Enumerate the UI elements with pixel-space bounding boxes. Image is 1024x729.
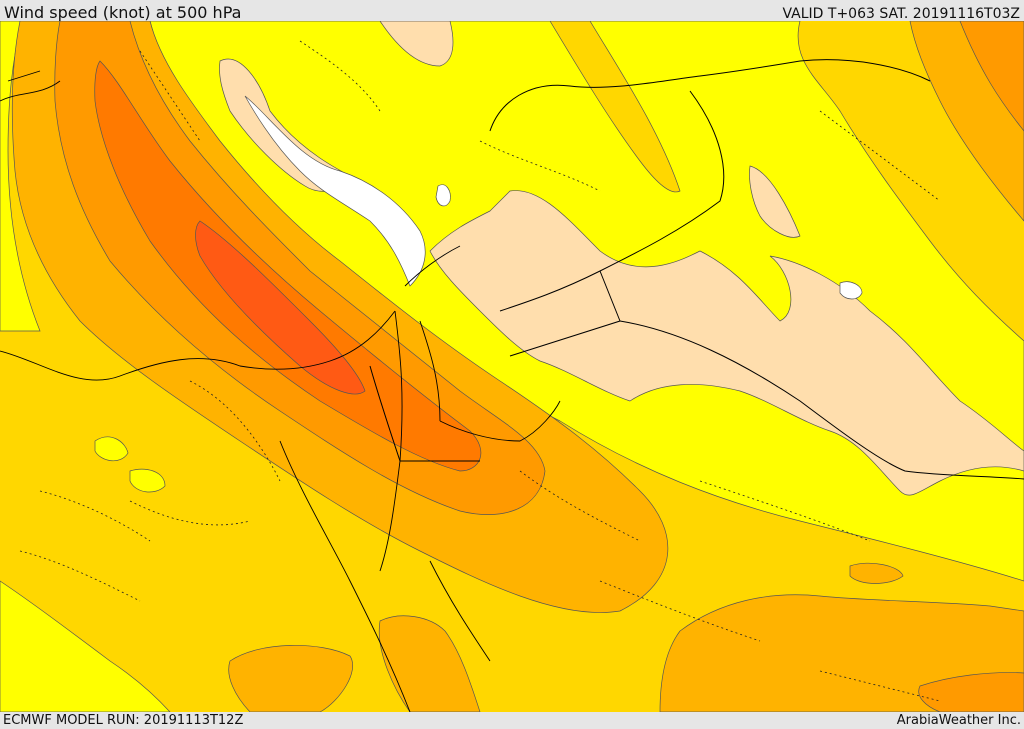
peach-region-iraq	[749, 165, 801, 238]
map-canvas	[0, 21, 1024, 712]
amber-region-south-central	[378, 615, 481, 712]
yellow-blob-southwest	[129, 468, 166, 493]
dark-orange-jet-band	[94, 60, 482, 472]
model-run: ECMWF MODEL RUN: 20191113T12Z	[3, 713, 244, 728]
footer-bar: ECMWF MODEL RUN: 20191113T12Z ArabiaWeat…	[0, 712, 1024, 729]
yellow-region-southwest	[0, 580, 171, 712]
peach-region-east	[429, 190, 1024, 496]
valid-time: VALID T+063 SAT. 20191116T03Z	[782, 6, 1020, 22]
amber-region-south	[228, 645, 353, 712]
wind-speed-map	[0, 21, 1024, 712]
white-region-mediterranean	[244, 95, 426, 287]
white-region-lake	[839, 281, 863, 300]
red-orange-jet-core	[195, 220, 366, 395]
credit: ArabiaWeather Inc.	[896, 713, 1021, 728]
header-bar: Wind speed (knot) at 500 hPa VALID T+063…	[0, 0, 1024, 22]
amber-blob-east	[849, 562, 904, 584]
map-title: Wind speed (knot) at 500 hPa	[4, 3, 242, 22]
country-borders	[369, 59, 1024, 480]
white-region-cyprus	[435, 184, 451, 207]
peach-region-north	[379, 21, 454, 67]
orange-jet-band	[54, 21, 546, 515]
yellow-blob-west	[94, 436, 129, 462]
gold-streak-north	[549, 21, 681, 193]
coastlines	[0, 70, 561, 712]
province-borders	[19, 40, 941, 702]
